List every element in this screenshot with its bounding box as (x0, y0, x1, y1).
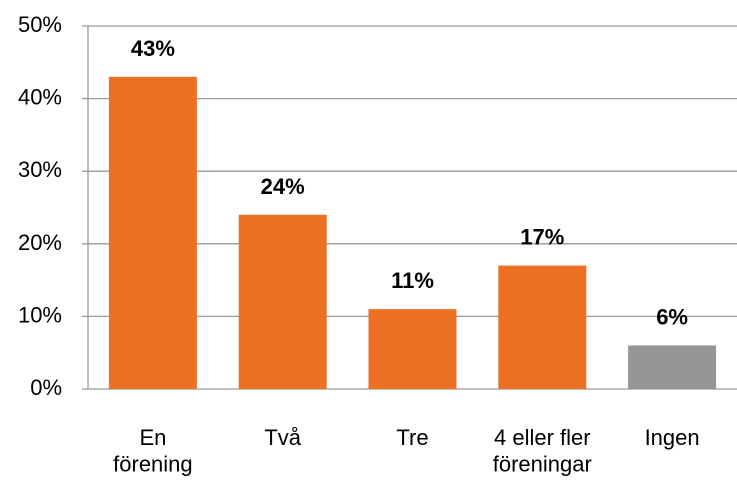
x-tick-label: En förening (113, 425, 193, 476)
x-tick-label: Tre (396, 425, 428, 450)
y-tick-label: 30% (18, 157, 62, 182)
value-label: 24% (261, 174, 305, 199)
bar (108, 76, 197, 389)
y-tick-label: 50% (18, 12, 62, 37)
y-tick-label: 0% (30, 375, 62, 400)
x-tick-label: 4 eller fler föreningar (493, 425, 592, 476)
value-label: 17% (520, 224, 564, 249)
x-tick-label: Två (264, 425, 301, 450)
value-label: 11% (391, 268, 434, 293)
y-tick-label: 40% (18, 84, 62, 109)
bar (628, 345, 717, 389)
y-tick-label: 10% (18, 302, 62, 327)
bar (238, 214, 327, 389)
x-tick-label: Ingen (645, 425, 700, 450)
bar (498, 265, 587, 389)
value-label: 6% (656, 304, 688, 329)
value-label: 43% (131, 36, 175, 61)
bar (368, 309, 457, 389)
y-tick-label: 20% (18, 230, 62, 255)
